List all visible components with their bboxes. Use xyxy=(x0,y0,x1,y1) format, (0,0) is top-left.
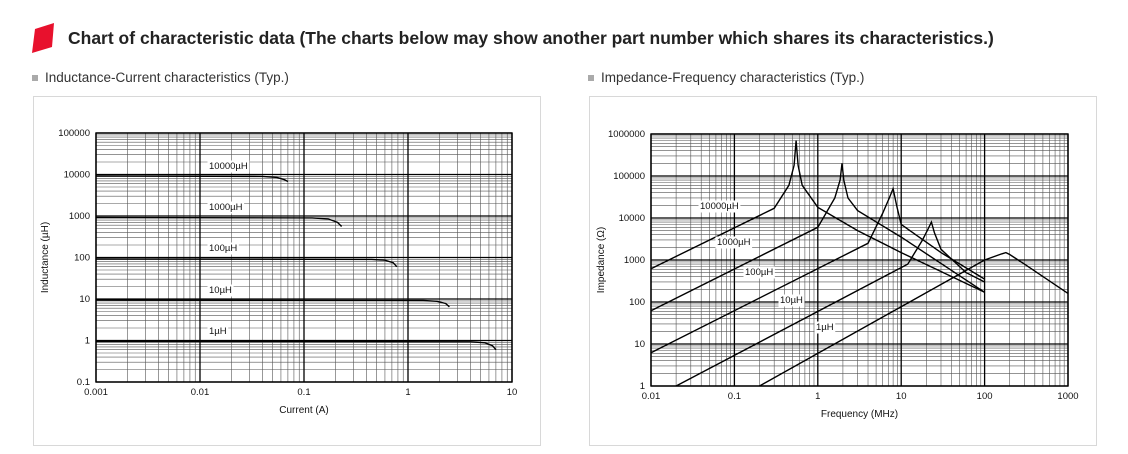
x-tick-label: 0.01 xyxy=(191,387,210,398)
series-label-background xyxy=(743,266,775,279)
series-line-10000uh xyxy=(95,175,289,183)
chart-left-subtitle: Inductance-Current characteristics (Typ.… xyxy=(32,70,289,85)
y-tick-label: 10 xyxy=(79,294,90,305)
x-tick-label: 0.001 xyxy=(84,387,108,398)
chart-left-subtitle-text: Inductance-Current characteristics (Typ.… xyxy=(45,70,289,85)
series-label: 1000µH xyxy=(209,202,243,213)
chart-right-subtitle: Impedance-Frequency characteristics (Typ… xyxy=(588,70,864,85)
chart-right-subtitle-text: Impedance-Frequency characteristics (Typ… xyxy=(601,70,865,85)
x-tick-label: 0.01 xyxy=(642,391,661,402)
y-tick-label: 1000 xyxy=(624,255,645,266)
y-tick-label: 100 xyxy=(74,253,90,264)
series-label-background xyxy=(814,321,836,334)
x-tick-label: 10 xyxy=(507,387,518,398)
series-label-background xyxy=(698,200,741,213)
x-tick-label: 0.1 xyxy=(728,391,741,402)
series-label: 1000µH xyxy=(717,237,751,248)
inductance-current-chart: 0.001 0.01 0.1 1 10 0.1 1 10 100 1000 10000 100000 C… xyxy=(40,128,518,416)
series-label: 10µH xyxy=(780,295,803,306)
series-label-background xyxy=(778,294,805,307)
series-label: 1µH xyxy=(816,322,834,333)
series-label: 10000µH xyxy=(700,201,739,212)
impedance-frequency-chart: 0.01 0.1 1 10 100 1000 1 10 100 1000 10000 100000 10… xyxy=(596,129,1079,420)
series-line-1000uh xyxy=(650,163,985,312)
series-line-100uh xyxy=(95,258,398,268)
series-line-10uh xyxy=(95,299,450,308)
y-tick-label: 10000 xyxy=(64,170,90,181)
series-line-1000uh xyxy=(95,216,343,227)
x-tick-label: 10 xyxy=(896,391,907,402)
series-label-background xyxy=(207,242,239,255)
series-label: 10000µH xyxy=(209,161,248,172)
x-tick-label: 100 xyxy=(977,391,993,402)
series-label: 100µH xyxy=(209,243,237,254)
series-label: 1µH xyxy=(209,326,227,337)
y-tick-label: 1000 xyxy=(69,211,90,222)
series-label-background xyxy=(207,160,250,173)
grid-lines xyxy=(95,132,513,383)
x-tick-label: 0.1 xyxy=(297,387,310,398)
series-label-background xyxy=(207,201,245,214)
y-tick-label: 1000000 xyxy=(608,129,645,140)
series-line-1uh xyxy=(95,340,497,351)
y-axis-label: Inductance (µH) xyxy=(40,222,51,293)
x-axis-label: Frequency (MHz) xyxy=(821,409,898,420)
x-tick-label: 1 xyxy=(405,387,410,398)
plot-frame xyxy=(650,133,1069,387)
bullet-square-icon xyxy=(32,74,38,81)
y-tick-label: 1 xyxy=(640,381,645,392)
series-label-background xyxy=(207,284,234,297)
y-tick-label: 1 xyxy=(85,336,90,347)
series-line-1uh xyxy=(759,251,1069,387)
series-label: 10µH xyxy=(209,285,232,296)
y-tick-label: 100 xyxy=(629,297,645,308)
y-axis-label: Impedance (Ω) xyxy=(596,227,607,293)
section-header: Chart of characteristic data (The charts… xyxy=(32,20,994,56)
bullet-square-icon xyxy=(588,74,594,81)
series-line-10uh xyxy=(675,220,985,387)
section-title: Chart of characteristic data (The charts… xyxy=(68,27,994,48)
y-tick-label: 0.1 xyxy=(77,377,90,388)
impedance-frequency-chart-panel: 0.01 0.1 1 10 100 1000 1 10 100 1000 10000 100000 10… xyxy=(589,96,1097,446)
series-label-background xyxy=(715,236,753,249)
series-label: 100µH xyxy=(745,267,773,278)
x-axis-label: Current (A) xyxy=(279,405,328,416)
x-tick-label: 1 xyxy=(815,391,820,402)
inductance-current-chart-panel: 0.001 0.01 0.1 1 10 0.1 1 10 100 1000 10000 100000 C… xyxy=(33,96,541,446)
plot-frame xyxy=(95,132,513,383)
grid-lines xyxy=(650,133,1069,387)
y-tick-label: 100000 xyxy=(613,171,645,182)
y-tick-label: 10000 xyxy=(619,213,645,224)
series-line-100uh xyxy=(650,186,985,354)
series-line-10000uh xyxy=(650,140,985,293)
series-label-background xyxy=(207,325,229,338)
x-tick-label: 1000 xyxy=(1057,391,1078,402)
red-flag-icon xyxy=(32,23,54,53)
y-tick-label: 100000 xyxy=(58,128,90,139)
y-tick-label: 10 xyxy=(634,339,645,350)
